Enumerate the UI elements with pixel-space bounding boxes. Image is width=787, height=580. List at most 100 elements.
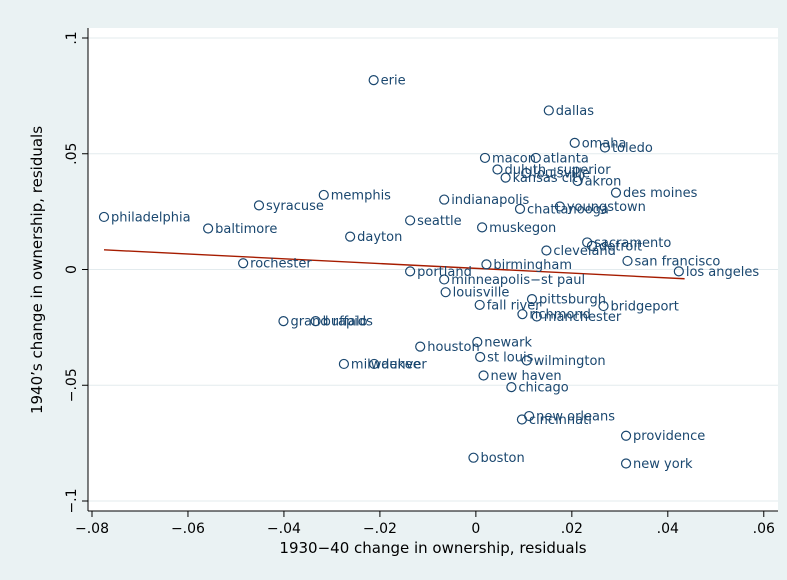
data-point-label: bridgeport <box>611 300 679 315</box>
data-point-label: toledo <box>612 141 653 156</box>
data-point <box>310 316 321 327</box>
data-point-label: youngstown <box>567 200 646 215</box>
data-point-label: grand rapids <box>290 315 373 330</box>
data-point <box>543 105 554 116</box>
data-point <box>238 258 249 269</box>
data-point <box>278 316 289 327</box>
data-point-label: indianapolis <box>451 193 529 208</box>
data-point <box>415 341 426 352</box>
data-point-label: birmingham <box>493 258 572 273</box>
data-point <box>541 245 552 256</box>
data-point <box>318 189 329 201</box>
x-tick-label: .02 <box>561 521 583 537</box>
data-point-label: fall river <box>487 298 542 313</box>
data-point-label: philadelphia <box>111 210 191 225</box>
data-point-label: baltimore <box>215 222 277 237</box>
data-point <box>439 194 450 205</box>
data-point <box>514 203 526 214</box>
data-point <box>622 255 633 267</box>
data-point-label: wilmington <box>534 354 606 369</box>
data-point <box>506 382 517 393</box>
y-axis-title: 1940’s change in ownership, residuals <box>28 126 46 414</box>
data-point-label: muskegon <box>489 221 556 236</box>
data-point-label: macon <box>492 151 536 166</box>
y-tick-label: .1 <box>64 31 80 44</box>
data-point-label: louisville <box>453 286 510 301</box>
data-point-label: detroit <box>599 239 642 254</box>
data-point <box>253 200 265 211</box>
data-point-label: richmond <box>529 308 590 323</box>
data-point <box>439 274 450 285</box>
data-point <box>610 187 622 198</box>
data-point <box>620 458 632 469</box>
data-point <box>521 355 532 366</box>
x-tick-label: 0 <box>471 521 480 537</box>
data-point-label: minneapolis−st paul <box>451 273 585 288</box>
data-point-label: syracuse <box>266 199 324 214</box>
x-tick-label: −.06 <box>171 521 205 537</box>
data-point <box>440 287 451 298</box>
data-point-label: san francisco <box>634 254 720 269</box>
x-tick-label: −.08 <box>75 521 109 537</box>
data-point-label: manchester <box>544 310 622 325</box>
data-point <box>530 152 541 164</box>
data-point <box>472 336 483 348</box>
data-point-label: dayton <box>357 230 402 245</box>
data-point <box>338 358 350 370</box>
data-point-label: providence <box>633 429 705 444</box>
data-point-label: rochester <box>250 257 312 272</box>
x-tick-label: −.02 <box>363 521 397 537</box>
data-point <box>598 300 609 312</box>
y-tick-label: −.05 <box>64 368 80 402</box>
y-tick-label: −.1 <box>64 488 80 513</box>
data-point-label: cleveland <box>553 244 616 259</box>
data-point <box>98 211 110 223</box>
data-point-label: milwaukee <box>351 357 421 372</box>
data-point <box>599 142 611 153</box>
data-point-label: houston <box>427 340 480 355</box>
data-point-label: new york <box>633 457 693 472</box>
data-point-label: chicago <box>518 381 568 396</box>
data-point <box>517 309 528 320</box>
data-point <box>405 215 416 226</box>
data-point <box>569 137 580 148</box>
data-point-label: new orleans <box>536 410 615 425</box>
data-point-label: new haven <box>491 369 562 384</box>
x-axis-title: 1930−40 change in ownership, residuals <box>279 539 586 557</box>
data-point <box>481 259 492 270</box>
fit-line <box>103 249 685 280</box>
data-point <box>521 167 532 179</box>
data-point-label: los angeles <box>686 265 760 280</box>
data-point <box>475 351 486 363</box>
data-point-label: erie <box>381 74 406 89</box>
data-point <box>405 266 416 277</box>
y-tick-label: 0 <box>64 265 80 274</box>
fit-line-group <box>103 249 685 280</box>
data-point-label: portland <box>417 265 472 280</box>
data-point-label: memphis <box>331 188 391 203</box>
data-point <box>474 299 485 311</box>
data-point-label: sacramento <box>594 236 671 251</box>
data-point <box>478 370 489 381</box>
data-point <box>500 172 511 183</box>
data-point-label: des moines <box>623 186 698 201</box>
data-point-label: dallas <box>556 104 594 119</box>
data-point-label: omaha <box>582 136 627 151</box>
data-point <box>368 75 379 86</box>
data-point <box>673 266 684 277</box>
data-point <box>468 452 479 463</box>
data-point-label: chattanooga <box>527 202 609 217</box>
data-point-label: akron <box>585 175 622 190</box>
data-point <box>492 164 503 175</box>
data-point-label: buffalo <box>323 315 368 330</box>
data-point <box>477 222 488 233</box>
data-point <box>586 240 598 251</box>
grid-lines <box>88 37 778 502</box>
data-point-label: seattle <box>417 214 462 229</box>
data-point <box>531 311 542 322</box>
data-point <box>620 430 632 441</box>
data-point <box>526 294 538 305</box>
data-point-label: pittsburgh <box>539 293 606 308</box>
